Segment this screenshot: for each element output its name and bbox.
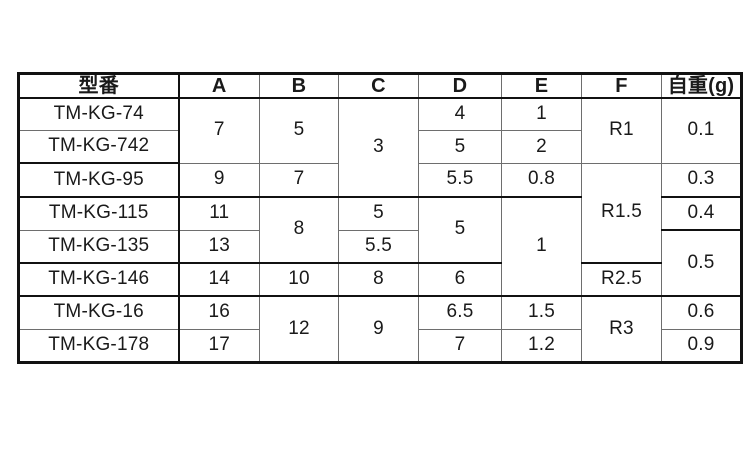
header-row: 型番 A B C D E F 自重(g) xyxy=(18,73,742,99)
table-row: TM-KG-135 13 5.5 0.5 xyxy=(18,229,742,297)
cell-f: R3 xyxy=(581,295,662,364)
header-a: A xyxy=(178,73,260,99)
header-f: F xyxy=(581,73,662,99)
cell-f: R1.5 xyxy=(581,162,662,264)
cell-d: 5 xyxy=(418,130,502,164)
header-model: 型番 xyxy=(18,73,180,99)
cell-f: R1 xyxy=(581,97,662,164)
cell-b: 10 xyxy=(259,261,339,297)
cell-c: 9 xyxy=(338,295,419,364)
cell-model: TM-KG-135 xyxy=(18,229,180,264)
cell-d: 5 xyxy=(418,195,502,264)
cell-c: 5.5 xyxy=(338,229,419,264)
cell-b: 7 xyxy=(259,162,339,198)
header-b: B xyxy=(259,73,339,99)
cell-weight: 0.3 xyxy=(661,162,742,198)
cell-a: 9 xyxy=(178,162,260,198)
cell-e: 1.2 xyxy=(501,328,582,364)
table-row: TM-KG-178 17 7 1.2 0.9 xyxy=(18,328,742,364)
cell-a: 7 xyxy=(178,97,260,164)
cell-model: TM-KG-146 xyxy=(18,261,180,297)
header-weight: 自重(g) xyxy=(661,73,742,99)
cell-weight: 0.6 xyxy=(661,295,742,330)
cell-d: 6 xyxy=(418,261,502,297)
cell-e: 1 xyxy=(501,195,582,297)
header-e: E xyxy=(501,73,582,99)
cell-b: 5 xyxy=(259,97,339,164)
table-body: TM-KG-74 7 5 3 4 1 R1 0.1 TM-KG-742 5 2 … xyxy=(18,97,742,364)
cell-e: 1 xyxy=(501,97,582,132)
cell-weight: 0.4 xyxy=(661,195,742,231)
table-row: TM-KG-115 11 8 5 5 1 0.4 xyxy=(18,195,742,297)
cell-e: 0.8 xyxy=(501,162,582,198)
table-row: TM-KG-74 7 5 3 4 1 R1 0.1 xyxy=(18,97,742,198)
table-row: TM-KG-16 16 12 9 6.5 1.5 R3 0.6 xyxy=(18,295,742,364)
cell-a: 13 xyxy=(178,229,260,264)
cell-weight: 0.1 xyxy=(661,97,742,164)
cell-c: 5 xyxy=(338,195,419,231)
table-row: TM-KG-742 5 2 xyxy=(18,130,742,165)
cell-d: 5.5 xyxy=(418,162,502,198)
product-dimension-table: 型番 A B C D E F 自重(g) TM-KG-74 7 5 3 4 1 … xyxy=(17,72,743,364)
header-c: C xyxy=(338,73,419,99)
table-row: TM-KG-146 14 10 8 6 R2.5 xyxy=(18,261,742,297)
cell-c: 3 xyxy=(338,97,419,198)
cell-d: 7 xyxy=(418,328,502,364)
cell-a: 11 xyxy=(178,195,260,231)
cell-a: 16 xyxy=(178,295,260,330)
table-header: 型番 A B C D E F 自重(g) xyxy=(18,73,742,99)
cell-a: 17 xyxy=(178,328,260,364)
cell-model: TM-KG-178 xyxy=(18,328,180,364)
cell-b: 12 xyxy=(259,295,339,364)
header-d: D xyxy=(418,73,502,99)
cell-e: 2 xyxy=(501,130,582,164)
cell-b: 8 xyxy=(259,195,339,264)
table-row: TM-KG-95 9 7 5.5 0.8 R1.5 0.3 xyxy=(18,162,742,264)
cell-model: TM-KG-74 xyxy=(18,97,180,132)
cell-model: TM-KG-16 xyxy=(18,295,180,330)
cell-a: 14 xyxy=(178,261,260,297)
cell-d: 4 xyxy=(418,97,502,132)
cell-model: TM-KG-742 xyxy=(18,130,180,165)
cell-weight: 0.5 xyxy=(661,229,742,297)
cell-d: 6.5 xyxy=(418,295,502,330)
cell-e: 1.5 xyxy=(501,295,582,330)
cell-c: 8 xyxy=(338,261,419,297)
cell-model: TM-KG-115 xyxy=(18,195,180,231)
spec-table-container: 型番 A B C D E F 自重(g) TM-KG-74 7 5 3 4 1 … xyxy=(17,72,743,364)
cell-weight: 0.9 xyxy=(661,328,742,364)
cell-model: TM-KG-95 xyxy=(18,162,180,198)
cell-f: R2.5 xyxy=(581,261,662,297)
